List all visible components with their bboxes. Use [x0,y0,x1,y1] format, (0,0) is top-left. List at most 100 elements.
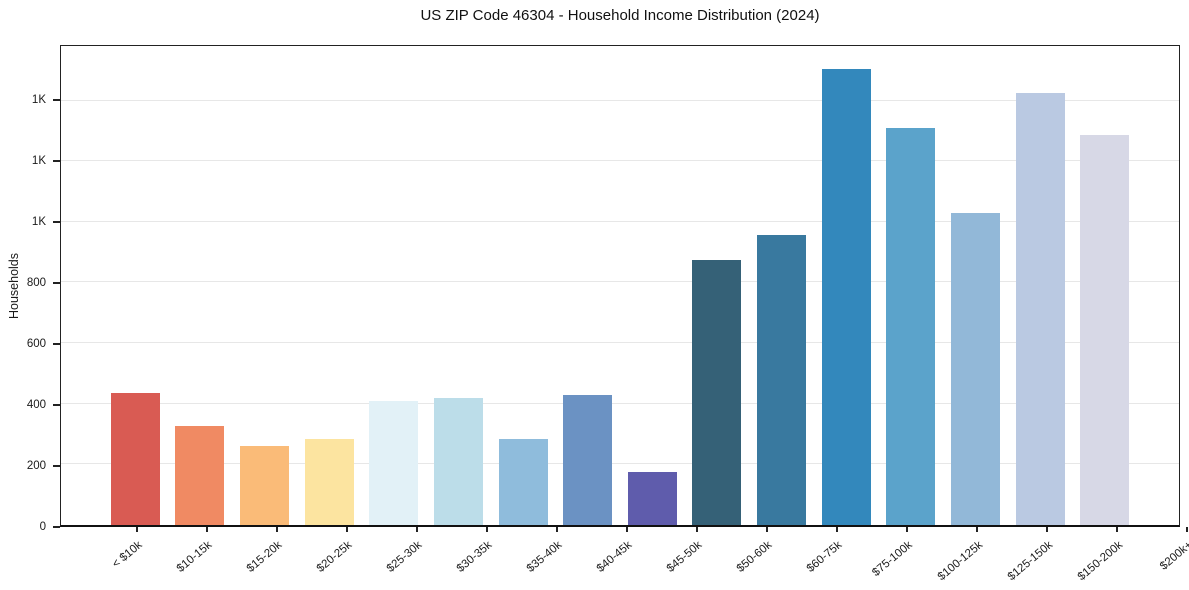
x-tick-mark [206,527,208,532]
x-tick-label: $40-45k [595,539,635,575]
bar-$150-200k [1015,93,1065,525]
x-tick-slot [522,527,592,533]
x-tick-label: $150-200k [1075,539,1125,584]
x-tick-slot [172,527,242,533]
x-tick-slot [662,527,732,533]
x-tick-slot [242,527,312,533]
gridline [61,463,1179,465]
bar-slot [297,46,362,525]
bar-slot [814,46,879,525]
x-tick-mark [1046,527,1048,532]
x-axis-ticks [60,527,1189,533]
gridline [61,281,1179,283]
x-tick-label: $30-35k [455,539,495,575]
x-tick-mark [416,527,418,532]
x-label-slot: $45-50k [662,534,732,590]
bar-slot [362,46,427,525]
bar-$45-50k [627,471,677,525]
x-tick-mark [906,527,908,532]
x-label-slot: $40-45k [592,534,662,590]
bar-$60-75k [757,235,807,525]
x-tick-mark [976,527,978,532]
y-tick-label: 600 [26,337,46,350]
bar-< $10k [110,393,160,525]
bar-$125-150k [950,212,1000,525]
x-tick-label: $100-125k [935,539,985,584]
x-tick-label: $50-60k [735,539,775,575]
x-tick-slot [802,527,872,533]
x-tick-label: $20-25k [315,539,355,575]
x-tick-slot [592,527,662,533]
x-label-slot: $60-75k [802,534,872,590]
x-axis-labels: < $10k $10-15k $15-20k $20-25k $25-30k $30-35… [60,534,1189,590]
x-label-slot: $75-100k [870,534,942,590]
bar-slot [426,46,491,525]
x-tick-slot [452,527,522,533]
y-tick-mark [53,343,60,345]
x-tick-slot [382,527,452,533]
x-tick-label: $45-50k [665,539,705,575]
y-axis: 0 200 400 600 800 1K 1K 1K [0,45,60,533]
x-tick-label: $60-75k [805,539,845,575]
gridline [61,160,1179,162]
gridline [61,220,1179,222]
x-tick-label: $15-20k [245,539,285,575]
x-label-slot: $30-35k [452,534,522,590]
bar-slot [620,46,685,525]
x-label-slot: $150-200k [1075,534,1152,590]
x-tick-mark [1186,527,1188,532]
bar-slot [168,46,233,525]
bar-$100-125k [886,127,936,525]
bar-$15-20k [240,446,290,525]
bar-$50-60k [692,259,742,525]
bar-$75-100k [821,68,871,525]
bar-slot [491,46,556,525]
x-label-slot: $10-15k [172,534,242,590]
x-tick-slot [942,527,1012,533]
gridline [61,342,1179,344]
x-label-slot: $50-60k [732,534,802,590]
y-tick-mark [53,160,60,162]
x-label-slot: < $10k [102,534,172,590]
x-label-slot: $200k+ [1152,534,1189,590]
bar-$20-25k [304,438,354,525]
bar-$35-40k [498,438,548,525]
x-label-slot: $35-40k [522,534,592,590]
x-tick-label: $25-30k [385,539,425,575]
x-tick-slot [732,527,802,533]
x-tick-label: $10-15k [175,539,215,575]
y-tick-label: 400 [26,398,46,411]
x-label-slot: $15-20k [242,534,312,590]
x-tick-mark [626,527,628,532]
x-tick-label: $35-40k [525,539,565,575]
bar-slot [1008,46,1073,525]
x-label-slot: $125-150k [1005,534,1082,590]
y-tick-label: 1K [31,215,46,228]
y-tick-mark [53,526,60,528]
bars-row [61,46,1179,525]
plot-area [60,45,1180,527]
y-tick-label: 800 [26,276,46,289]
bar-slot [555,46,620,525]
y-tick-label: 0 [39,521,46,533]
y-tick-label: 1K [31,154,46,167]
x-tick-mark [696,527,698,532]
y-tick-label: 1K [31,93,46,106]
x-tick-mark [136,527,138,532]
bar-slot [943,46,1008,525]
bar-slot [1072,46,1137,525]
y-tick-mark [53,404,60,406]
x-tick-mark [486,527,488,532]
bar-$40-45k [563,394,613,525]
y-tick-mark [53,99,60,101]
y-tick-mark [53,282,60,284]
x-tick-slot [312,527,382,533]
x-tick-mark [1116,527,1118,532]
x-tick-slot [1152,527,1189,533]
x-label-slot: $100-125k [935,534,1012,590]
bar-$30-35k [433,397,483,525]
x-tick-label: $200k+ [1157,539,1189,573]
x-tick-mark [276,527,278,532]
x-tick-mark [346,527,348,532]
bar-slot [685,46,750,525]
